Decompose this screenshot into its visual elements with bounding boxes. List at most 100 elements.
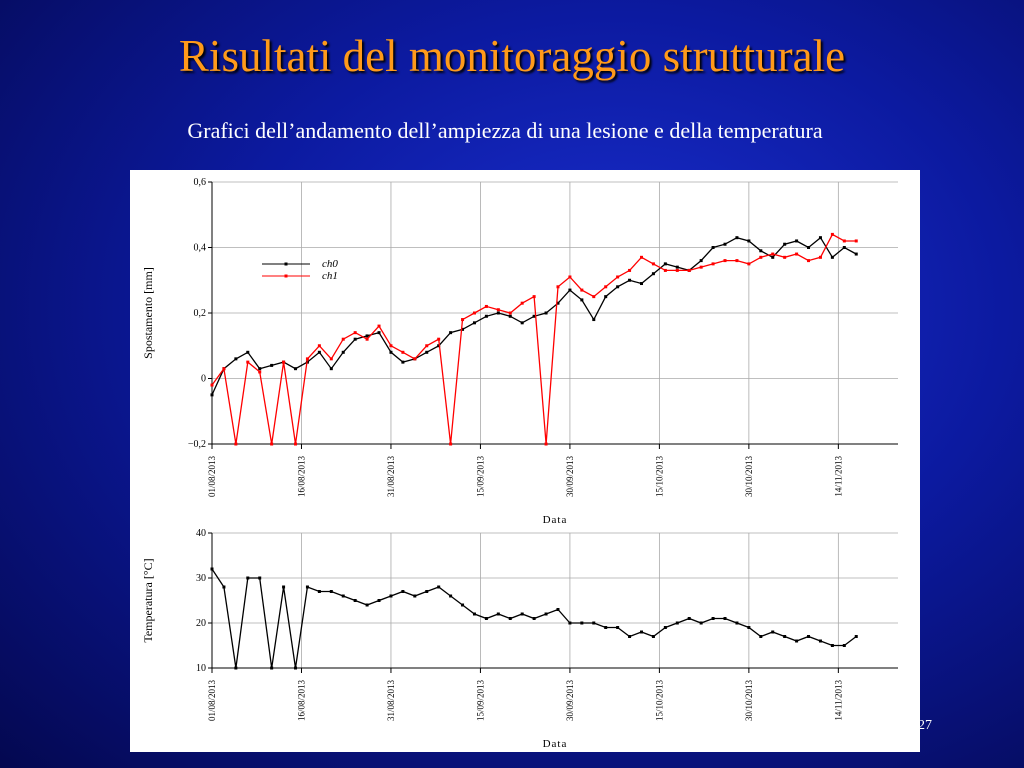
data-point: [437, 344, 441, 348]
data-point: [294, 442, 298, 446]
data-point: [270, 442, 274, 446]
data-point: [365, 337, 369, 341]
data-point: [830, 232, 834, 236]
data-point: [604, 626, 608, 629]
data-point: [377, 331, 381, 335]
data-point: [818, 639, 822, 643]
data-point: [568, 621, 572, 625]
data-point: [449, 442, 453, 446]
data-point: [425, 350, 429, 354]
data-point: [234, 666, 238, 670]
data-point: [687, 617, 691, 620]
data-point: [783, 635, 787, 638]
data-point: [353, 331, 357, 335]
data-point: [854, 252, 858, 256]
x-tick-label: 14/11/2013: [833, 456, 843, 497]
x-tick-label: 30/09/2013: [565, 456, 575, 498]
data-point: [592, 621, 596, 625]
y-tick-label: 20: [196, 618, 206, 629]
legend-marker: [284, 274, 288, 278]
data-point: [413, 357, 417, 361]
data-point: [735, 236, 739, 240]
data-point: [234, 357, 238, 361]
data-point: [222, 367, 226, 371]
slide-subtitle: Grafici dell’andamento dell’ampiezza di …: [187, 118, 823, 143]
data-point: [807, 635, 811, 638]
data-point: [699, 259, 703, 263]
x-tick-label: 01/08/2013: [207, 456, 217, 498]
data-point: [723, 617, 727, 620]
data-point: [389, 594, 393, 598]
data-point: [663, 262, 667, 266]
data-point: [305, 585, 309, 589]
y-tick-label: 0,2: [194, 308, 207, 319]
data-point: [628, 268, 632, 272]
data-point: [210, 567, 214, 571]
data-point: [830, 255, 834, 259]
data-point: [616, 626, 620, 629]
data-point: [568, 275, 572, 279]
data-point: [616, 285, 620, 289]
y-tick-label: 10: [196, 663, 206, 674]
data-point: [783, 255, 787, 259]
data-point: [783, 242, 787, 246]
data-point: [520, 321, 524, 325]
x-tick-label: 15/10/2013: [654, 456, 664, 498]
data-point: [449, 331, 453, 335]
data-point: [532, 314, 536, 318]
data-point: [532, 295, 536, 299]
data-point: [520, 301, 524, 305]
data-point: [496, 308, 500, 312]
data-point: [461, 318, 465, 322]
data-point: [544, 612, 548, 616]
x-axis-label: Data: [543, 738, 568, 750]
data-point: [807, 259, 811, 263]
data-point: [377, 324, 381, 328]
data-point: [413, 594, 417, 598]
data-point: [508, 314, 512, 318]
x-tick-label: 31/08/2013: [386, 456, 396, 498]
data-point: [234, 442, 238, 446]
data-point: [580, 288, 584, 292]
y-axis-label: Spostamento [mm]: [141, 267, 155, 359]
data-point: [472, 612, 476, 616]
data-point: [675, 265, 679, 269]
x-axis-label: Data: [543, 514, 568, 526]
data-point: [687, 268, 691, 272]
data-point: [854, 239, 858, 243]
data-point: [580, 298, 584, 302]
data-point: [437, 585, 441, 589]
data-point: [496, 612, 500, 616]
data-point: [389, 344, 393, 348]
x-tick-label: 30/10/2013: [744, 680, 754, 722]
data-point: [317, 350, 321, 354]
data-point: [592, 295, 596, 299]
data-point: [842, 644, 846, 647]
data-point: [628, 278, 632, 282]
data-point: [771, 630, 775, 634]
data-point: [282, 585, 286, 589]
data-point: [258, 370, 262, 374]
data-point: [270, 363, 274, 367]
data-point: [246, 350, 250, 354]
legend-label: ch1: [322, 270, 338, 282]
y-tick-label: 30: [196, 573, 206, 584]
data-point: [663, 626, 667, 629]
data-point: [651, 272, 655, 276]
data-point: [258, 367, 262, 371]
chart-panel: [130, 170, 920, 752]
x-tick-label: 31/08/2013: [386, 680, 396, 722]
data-point: [759, 635, 763, 638]
data-point: [818, 255, 822, 259]
data-point: [580, 621, 584, 625]
data-point: [556, 608, 560, 611]
data-point: [639, 282, 643, 286]
data-point: [437, 337, 441, 341]
data-point: [807, 246, 811, 249]
data-point: [496, 311, 500, 315]
data-point: [759, 255, 763, 259]
data-point: [663, 268, 667, 272]
data-point: [270, 666, 274, 670]
data-point: [258, 576, 262, 580]
